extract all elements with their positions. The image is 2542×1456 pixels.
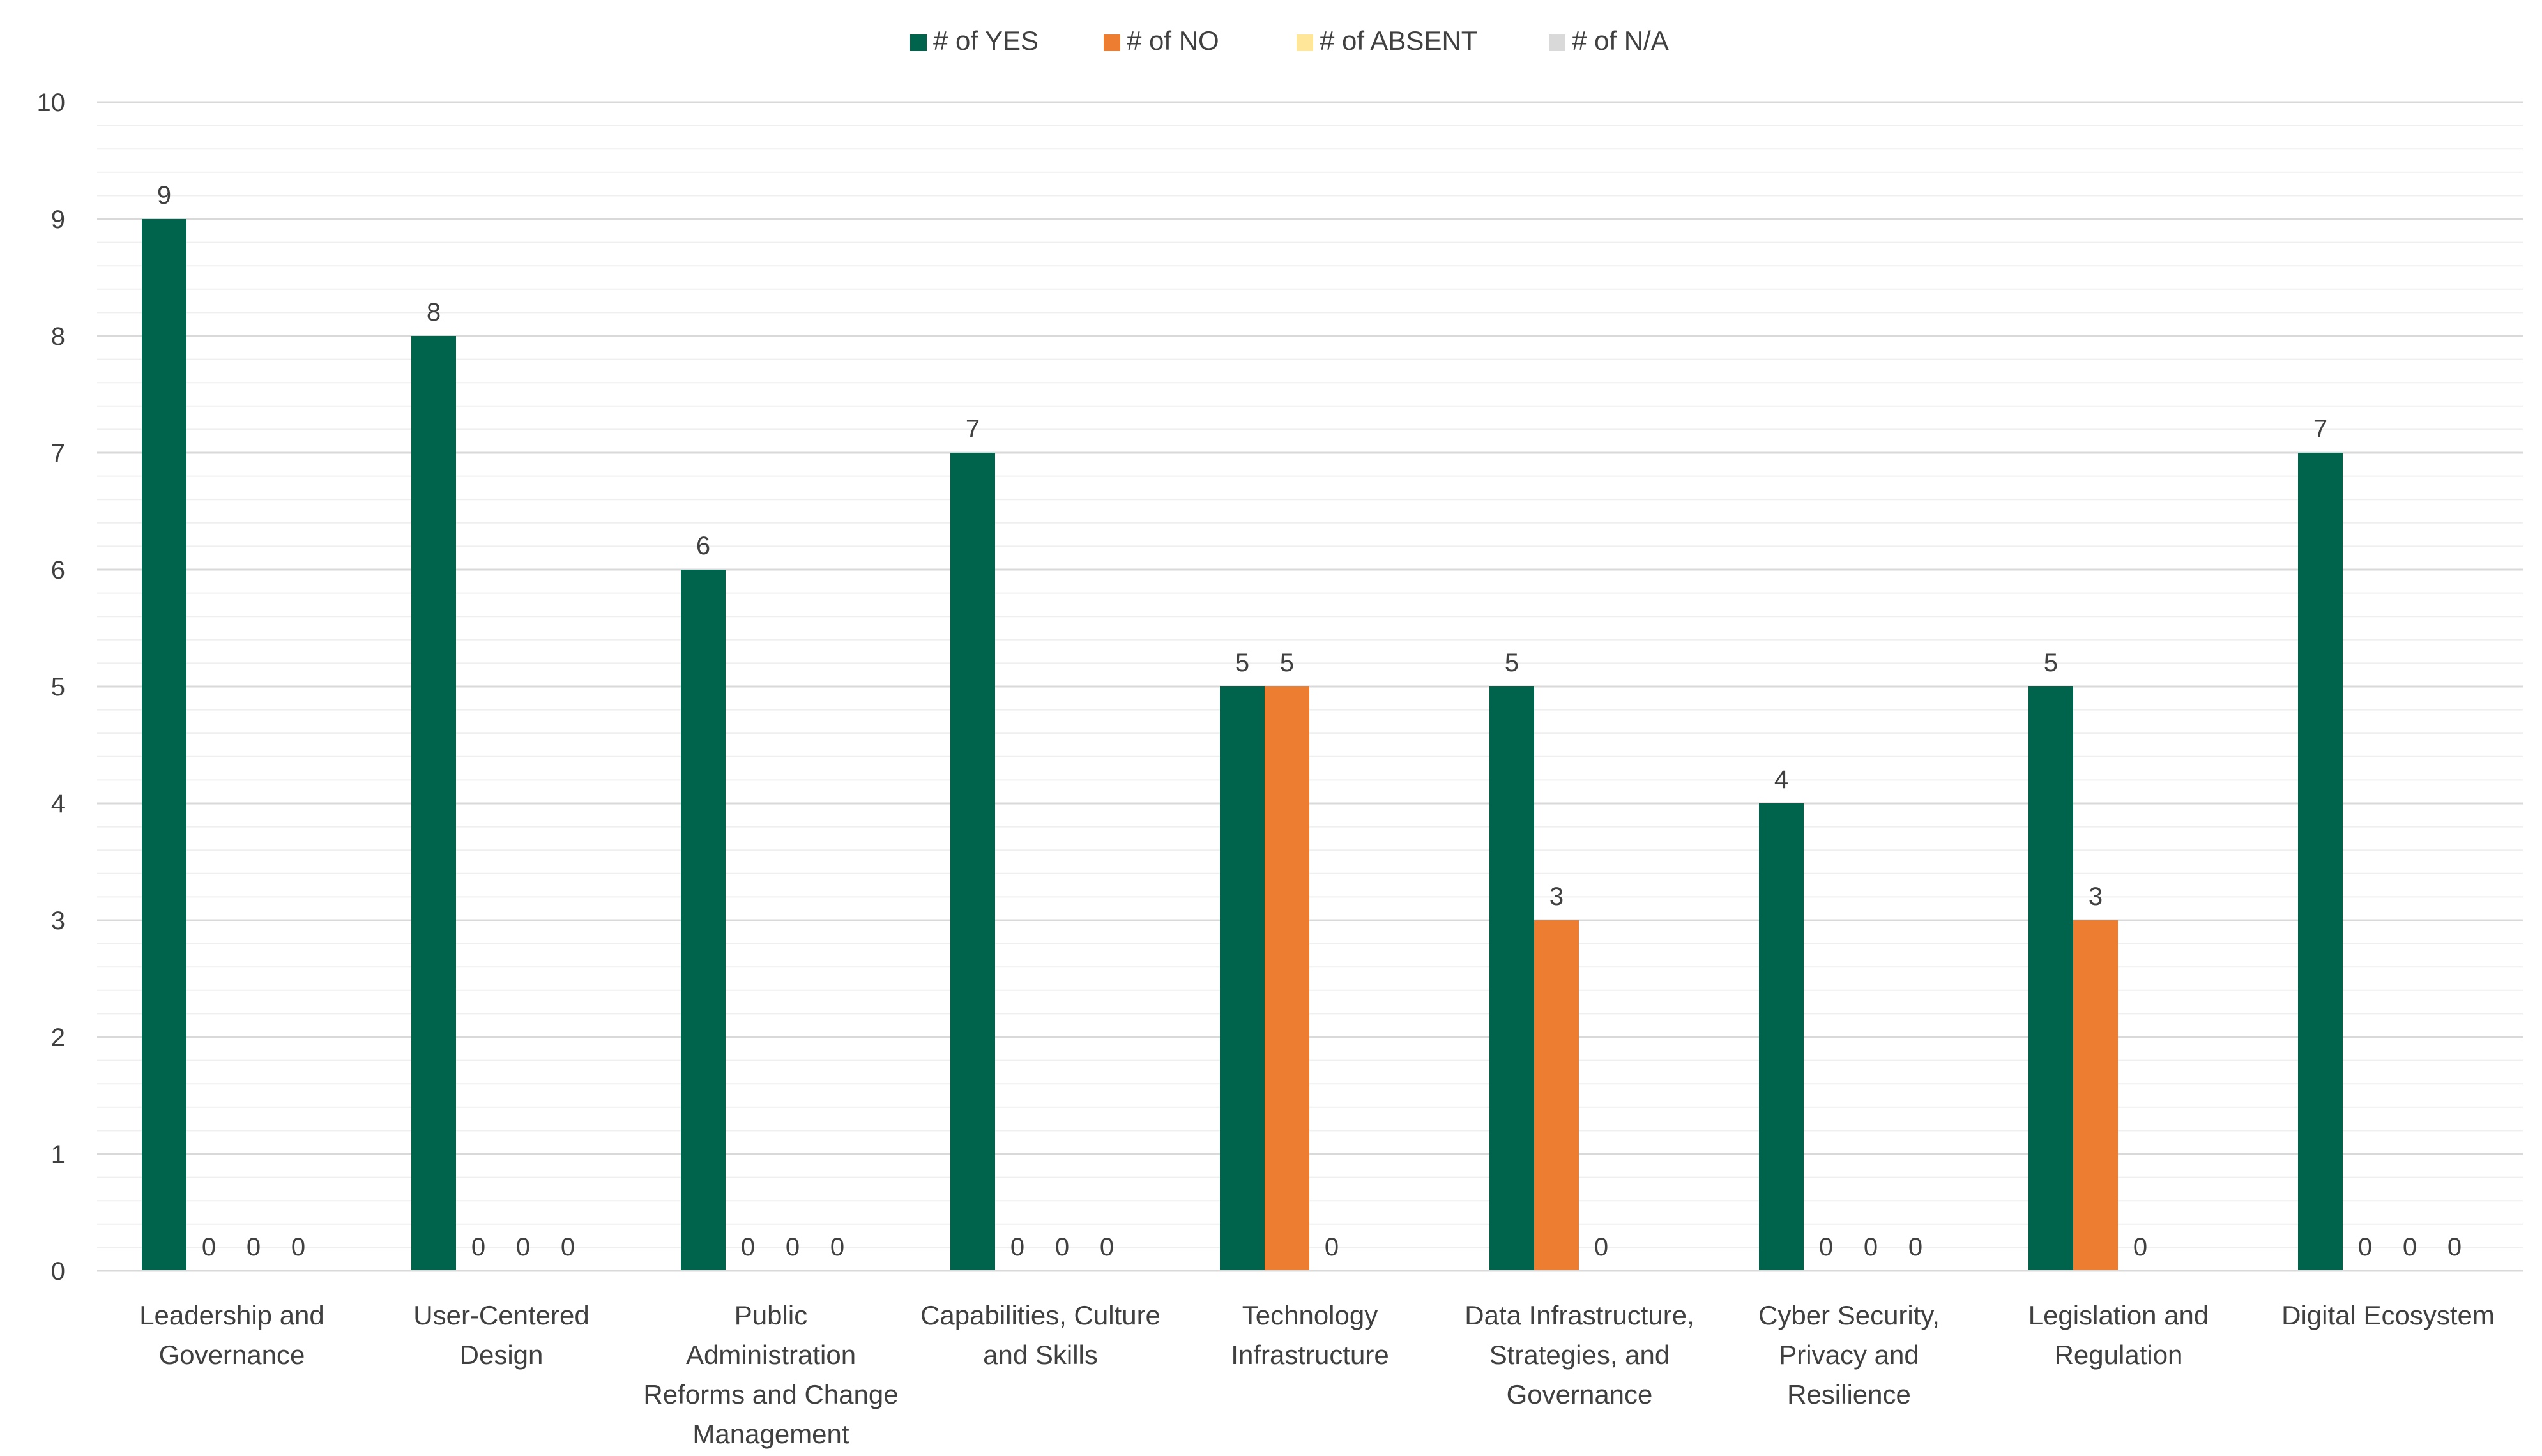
data-label-0-2: 0 — [247, 1233, 261, 1261]
category-label-7: Legislation and Regulation — [2028, 1300, 2209, 1370]
data-label-8-0: 7 — [2313, 415, 2327, 443]
data-label-8-3: 0 — [2447, 1233, 2462, 1261]
data-label-4-2: 0 — [1325, 1233, 1339, 1261]
bar-6-0 — [1759, 803, 1804, 1271]
legend-swatch-3 — [1549, 34, 1565, 51]
bar-0-0 — [142, 219, 186, 1271]
y-tick-label: 6 — [51, 556, 65, 584]
data-label-1-0: 8 — [427, 298, 441, 326]
category-label-0: Leadership and Governance — [139, 1300, 324, 1370]
data-label-0-3: 0 — [291, 1233, 305, 1261]
category-label-2: Public Administration Reforms and Change Ma… — [643, 1300, 898, 1449]
y-tick-label: 8 — [51, 322, 65, 351]
data-label-6-1: 0 — [1819, 1233, 1833, 1261]
data-labels: 9 0 0 0 8 0 0 0 6 0 0 0 7 0 0 0 5 5 0 5 3 0 4 0 0 0 5 3 0 7 0 0 0 — [157, 181, 2462, 1261]
legend-label-1: # of NO — [1127, 26, 1219, 56]
bar-7-1 — [2073, 920, 2118, 1271]
legend-label-3: # of N/A — [1572, 26, 1669, 56]
bar-8-0 — [2298, 453, 2343, 1271]
gridlines — [97, 101, 2523, 1248]
data-label-6-3: 0 — [1908, 1233, 1922, 1261]
y-tick-label: 2 — [51, 1024, 65, 1052]
data-label-2-2: 0 — [786, 1233, 800, 1261]
data-label-7-1: 3 — [2089, 883, 2103, 911]
data-label-0-0: 9 — [157, 181, 171, 209]
data-label-7-2: 0 — [2133, 1233, 2147, 1261]
y-tick-label: 1 — [51, 1141, 65, 1169]
legend-swatch-0 — [910, 34, 927, 51]
bar-4-0 — [1220, 686, 1265, 1271]
data-label-3-1: 0 — [1010, 1233, 1024, 1261]
data-label-5-0: 5 — [1505, 649, 1519, 677]
bar-5-1 — [1534, 920, 1579, 1271]
legend-swatch-1 — [1104, 34, 1120, 51]
y-tick-label: 0 — [51, 1257, 65, 1285]
y-tick-label: 3 — [51, 907, 65, 935]
legend: # of YES # of NO # of ABSENT # of N/A — [910, 26, 1669, 56]
bar-1-0 — [411, 336, 456, 1271]
data-label-8-1: 0 — [2358, 1233, 2372, 1261]
data-label-6-2: 0 — [1864, 1233, 1878, 1261]
data-label-5-1: 3 — [1549, 883, 1564, 911]
y-tick-label: 10 — [37, 89, 66, 117]
data-label-1-3: 0 — [561, 1233, 575, 1261]
data-label-8-2: 0 — [2403, 1233, 2417, 1261]
y-axis: 0 1 2 3 4 5 6 7 8 9 10 — [37, 89, 66, 1285]
data-label-0-1: 0 — [202, 1233, 216, 1261]
data-label-4-1: 5 — [1280, 649, 1294, 677]
bar-4-1 — [1265, 686, 1309, 1271]
data-label-4-0: 5 — [1235, 649, 1249, 677]
legend-label-2: # of ABSENT — [1320, 26, 1477, 56]
data-label-2-0: 6 — [696, 532, 710, 560]
bars — [142, 219, 2343, 1271]
category-label-5: Data Infrastructure, Strategies, and Gover… — [1465, 1300, 1694, 1409]
y-tick-label: 9 — [51, 206, 65, 234]
legend-swatch-2 — [1297, 34, 1313, 51]
y-tick-label: 5 — [51, 673, 65, 701]
data-label-2-1: 0 — [741, 1233, 755, 1261]
legend-label-0: # of YES — [933, 26, 1039, 56]
category-label-1: User-Centered Design — [413, 1300, 589, 1370]
bar-2-0 — [681, 570, 726, 1271]
category-label-3: Capabilities, Culture and Skills — [920, 1300, 1161, 1370]
data-label-3-0: 7 — [966, 415, 980, 443]
data-label-7-0: 5 — [2044, 649, 2058, 677]
data-label-3-3: 0 — [1100, 1233, 1114, 1261]
data-label-3-2: 0 — [1055, 1233, 1069, 1261]
bar-5-0 — [1489, 686, 1534, 1271]
y-tick-label: 7 — [51, 439, 65, 467]
data-label-5-2: 0 — [1594, 1233, 1608, 1261]
category-label-8: Digital Ecosystem — [2281, 1300, 2495, 1330]
category-label-6: Cyber Security, Privacy and Resilience — [1758, 1300, 1940, 1409]
data-label-1-2: 0 — [516, 1233, 530, 1261]
x-axis: Leadership and Governance User-Centered Des… — [97, 1270, 2523, 1449]
category-label-4: Technology Infrastructure — [1231, 1300, 1389, 1370]
data-label-1-1: 0 — [471, 1233, 485, 1261]
data-label-2-3: 0 — [830, 1233, 844, 1261]
bar-7-0 — [2028, 686, 2073, 1271]
y-tick-label: 4 — [51, 790, 65, 818]
data-label-6-0: 4 — [1774, 766, 1788, 794]
bar-3-0 — [950, 453, 995, 1271]
